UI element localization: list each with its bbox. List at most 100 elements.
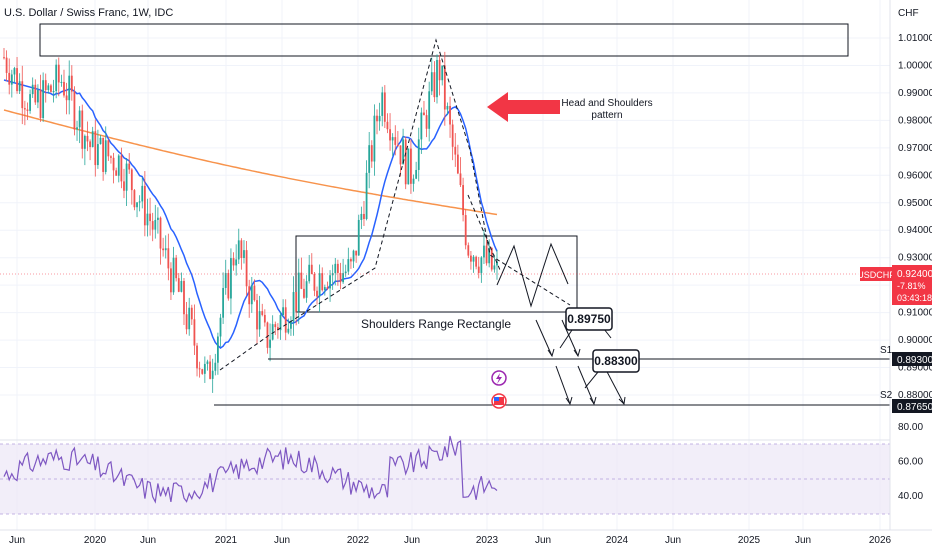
candle-body (180, 281, 183, 292)
candle-body (91, 131, 94, 148)
price-tick-label: 0.99000 (898, 88, 932, 99)
candle-body (99, 137, 102, 145)
time-tick-label: 2021 (215, 535, 238, 546)
candle-body (133, 190, 136, 208)
candle-body (63, 81, 65, 96)
candle-body (360, 213, 363, 220)
candle-body (475, 256, 478, 267)
candle-body (370, 145, 373, 162)
symbol-tag-text: USDCHF (857, 270, 895, 280)
candle-body (438, 59, 441, 81)
candle-body (470, 255, 472, 262)
candle-body (128, 163, 131, 170)
candle-body (357, 219, 360, 256)
candle-body (464, 215, 467, 246)
candle-body (102, 137, 105, 172)
candle-body (13, 68, 16, 75)
time-tick-label: 2024 (606, 535, 629, 546)
supply-zone-box[interactable] (39, 23, 849, 57)
candle-body (47, 85, 50, 91)
ma-slow-line (3, 109, 498, 216)
candle-body (81, 110, 84, 149)
candle-body (196, 345, 198, 369)
s1-price-tag (892, 352, 932, 366)
time-tick-label: Jun (795, 535, 811, 546)
candle-body (211, 370, 214, 379)
candle-body (60, 81, 63, 83)
s1-label: S1 (880, 345, 893, 356)
candle-body (193, 319, 196, 346)
candle-body (198, 368, 201, 370)
candle-body (344, 271, 347, 274)
candle-body (297, 272, 300, 312)
candles (3, 47, 498, 393)
candle-body (284, 307, 287, 333)
candle-body (162, 248, 165, 251)
time-tick-label: 2023 (476, 535, 499, 546)
candle-body (373, 115, 376, 162)
candle-body (219, 317, 222, 337)
candle-body (451, 124, 454, 147)
candle-body (376, 115, 378, 122)
candle-body (441, 65, 444, 81)
candle-body (143, 185, 146, 226)
candle-body (172, 257, 175, 293)
candle-body (378, 115, 381, 122)
candle-body (305, 281, 308, 298)
candle-body (57, 64, 60, 83)
candle-body (151, 221, 154, 230)
rsi-line (3, 435, 498, 504)
time-tick-label: 2026 (869, 535, 892, 546)
candle-body (342, 273, 345, 283)
candle-body (97, 144, 99, 166)
candle-body (107, 140, 110, 157)
candle-body (423, 112, 425, 116)
time-tick-label: Jun (404, 535, 420, 546)
candle-body (206, 361, 209, 364)
s2-price-tag (892, 399, 932, 413)
candle-body (407, 148, 410, 185)
candle-body (120, 155, 123, 182)
candle-body (138, 201, 141, 203)
candle-body (410, 148, 412, 184)
candle-body (44, 80, 47, 91)
price-tick-label: 0.88000 (898, 390, 932, 401)
current-price-tag (892, 265, 932, 305)
candle-body (5, 57, 8, 73)
candle-body (339, 272, 342, 283)
target-1-box[interactable] (565, 307, 613, 331)
candle-body (282, 307, 285, 316)
candle-body (141, 185, 144, 202)
candle-body (73, 91, 76, 130)
candle-body (235, 259, 238, 266)
candle-body (123, 181, 125, 191)
candle-body (224, 273, 227, 288)
candle-body (334, 263, 337, 274)
candle-body (417, 139, 420, 170)
candle-body (258, 311, 261, 330)
candle-body (175, 257, 178, 279)
target-1-label: 0.89750 (567, 312, 611, 326)
candle-body (214, 362, 217, 371)
candle-body (321, 273, 324, 291)
target-2-box[interactable] (592, 349, 640, 373)
candle-body (70, 75, 73, 92)
candle-body (261, 311, 264, 315)
candle-body (276, 327, 279, 331)
candle-body (485, 245, 488, 264)
candle-body (8, 72, 11, 85)
candle-body (483, 245, 485, 258)
candle-body (443, 65, 446, 110)
candle-body (399, 145, 402, 165)
candle-body (396, 144, 399, 146)
time-axis[interactable]: Jun 2020 Jun 2021 Jun 2022 Jun 2023 Jun 2024 Jun 20… (9, 535, 892, 546)
candle-body (480, 257, 483, 273)
candle-body (269, 339, 271, 348)
candle-body (496, 261, 498, 266)
candle-body (16, 68, 18, 92)
price-axis[interactable]: 1.01000 1.00000 0.99000 0.98000 0.97000 0.960… (898, 33, 932, 401)
candle-body (290, 321, 292, 329)
rsi-tick-label: 60.00 (898, 457, 923, 468)
red-arrow-icon (487, 92, 560, 122)
